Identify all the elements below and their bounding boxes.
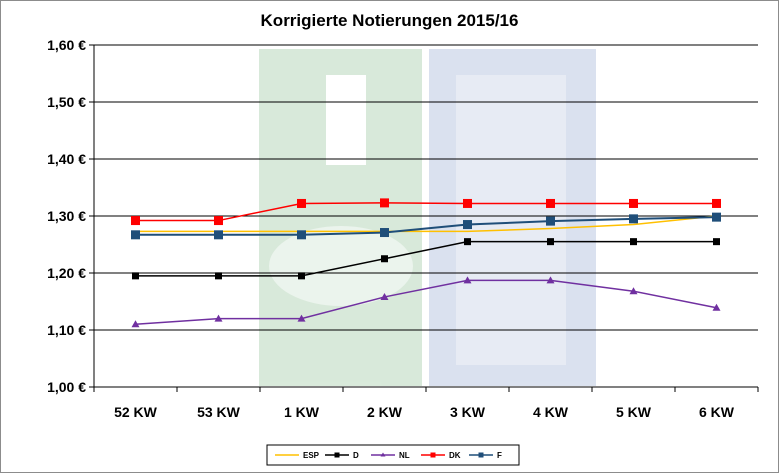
series-f [131,212,721,240]
data-point-dk [463,198,472,208]
data-point-f [131,230,140,240]
data-point-f [380,228,389,238]
legend-label-nl: NL [399,451,410,460]
y-tick-label: 1,30 € [47,208,86,224]
series-lines [131,198,721,328]
series-line-dk [135,202,717,222]
data-point-nl [131,320,140,328]
data-point-dk [214,216,223,226]
legend-marker-f [478,452,484,458]
legend-label-d: D [353,451,359,460]
x-tick-label: 5 KW [616,404,652,420]
y-tick-label: 1,10 € [47,322,86,338]
x-tick-label: 52 KW [114,404,158,420]
series-esp [135,215,717,233]
grid-lines [94,44,758,331]
y-tick-label: 1,60 € [47,37,86,53]
series-line-nl [135,279,717,326]
data-point-f [546,216,555,226]
series-line-d [135,240,717,277]
data-point-dk [712,198,721,208]
y-tick-label: 1,20 € [47,265,86,281]
legend-marker-dk [430,452,436,458]
chart-title: Korrigierte Notierungen 2015/16 [260,11,519,30]
series-d [132,238,720,280]
data-point-nl [629,287,638,295]
y-tick-label: 1,50 € [47,94,86,110]
data-point-d [630,238,637,246]
data-point-dk [380,198,389,208]
legend: ESP D NL DK F [266,444,520,466]
x-tick-label: 3 KW [450,404,486,420]
data-point-nl [546,276,555,284]
legend-marker-d [334,452,340,458]
data-point-d [713,238,720,246]
data-point-f [629,214,638,224]
series-nl [131,276,721,328]
axes: 1,00 € 1,10 € 1,20 € 1,30 € 1,40 € 1,50 € 1,60… [47,37,759,420]
legend-label-esp: ESP [303,451,320,460]
series-line-f [135,216,717,236]
data-point-d [464,238,471,246]
x-tick-label: 1 KW [284,404,320,420]
x-tick-label: 2 KW [367,404,403,420]
legend-label-f: F [497,451,502,460]
data-point-d [215,272,222,280]
data-point-f [297,230,306,240]
data-point-dk [629,198,638,208]
data-point-dk [546,198,555,208]
series-line-esp [135,215,717,233]
data-point-nl [380,292,389,300]
y-tick-label: 1,00 € [47,379,86,395]
data-point-f [712,212,721,222]
x-tick-label: 53 KW [197,404,241,420]
y-tick-label: 1,40 € [47,151,86,167]
data-point-d [381,255,388,263]
data-point-nl [297,314,306,322]
data-point-d [547,238,554,246]
data-point-nl [214,314,223,322]
data-point-d [298,272,305,280]
legend-marker-nl [380,452,386,457]
x-tick-label: 6 KW [699,404,735,420]
series-dk [131,198,721,226]
data-point-nl [463,276,472,284]
data-point-d [132,272,139,280]
data-point-dk [297,198,306,208]
isn-watermark-logo [259,49,596,386]
x-tick-label: 4 KW [533,404,569,420]
data-point-nl [712,303,721,311]
legend-label-dk: DK [449,451,461,460]
data-point-f [214,230,223,240]
data-point-f [463,220,472,230]
data-point-dk [131,216,140,226]
